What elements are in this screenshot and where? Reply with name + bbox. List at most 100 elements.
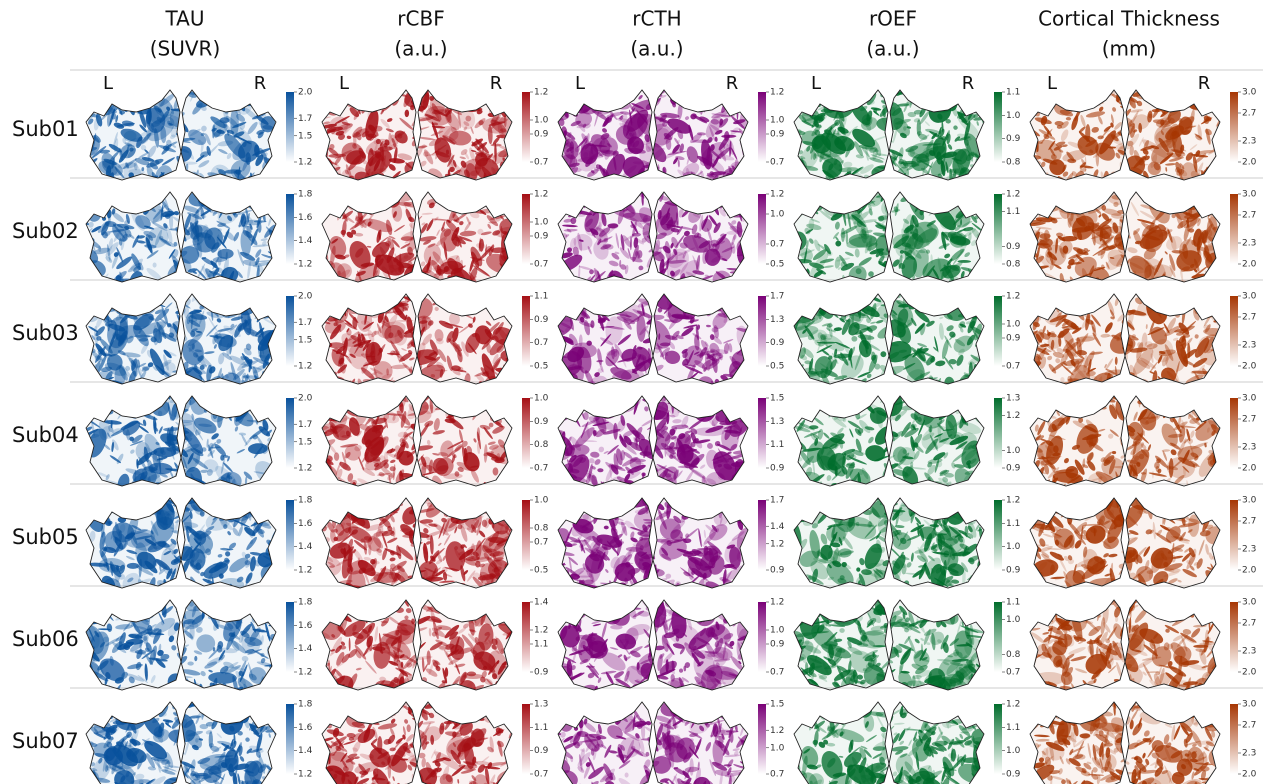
colorbar-tick-label: 1.2 <box>1006 190 1020 200</box>
colorbar-tick-label: 1.0 <box>1006 746 1021 756</box>
colorbar <box>286 704 294 774</box>
colorbar <box>994 602 1002 672</box>
flatmap <box>410 485 519 593</box>
colorbar <box>286 500 294 570</box>
colorbar-tick-label: 1.3 <box>534 700 548 710</box>
colorbar-tick-label: 2.3 <box>1242 341 1256 351</box>
colorbar-tick-label: 1.2 <box>298 158 312 168</box>
colorbar-tick-label: 0.9 <box>1006 334 1021 344</box>
flatmap <box>547 83 668 191</box>
colorbar-tick-label: 3.0 <box>1242 394 1257 404</box>
colorbar-tick-label: 0.9 <box>1006 464 1021 474</box>
colorbar-tick-label: 1.2 <box>298 566 312 576</box>
colorbar-tick-label: 1.8 <box>298 496 313 506</box>
colorbar-tick-label: 1.0 <box>1006 446 1021 456</box>
colorbar-tick-label: 0.9 <box>534 668 549 678</box>
colorbar-tick-label: 1.0 <box>534 218 549 228</box>
colorbar <box>286 194 294 264</box>
colorbar <box>286 296 294 366</box>
flatmap <box>410 189 523 298</box>
colorbar <box>758 602 766 672</box>
colorbar-tick-label: 1.1 <box>1006 723 1020 733</box>
colorbar <box>286 602 294 672</box>
flatmap <box>405 283 521 392</box>
colorbar-tick-label: 2.7 <box>1242 619 1256 629</box>
colorbar <box>1230 92 1238 162</box>
colorbar <box>522 500 530 570</box>
colorbar-tick-label: 1.7 <box>770 292 784 302</box>
flatmap <box>1014 286 1142 400</box>
subject-label: Sub03 <box>12 321 79 345</box>
hemisphere-label: R <box>726 73 739 94</box>
colorbar-tick-label: 0.7 <box>534 464 548 474</box>
flatmap <box>313 285 424 393</box>
flatmap <box>81 491 188 598</box>
colorbar-tick-label: 2.7 <box>1242 211 1256 221</box>
subject-label: Sub05 <box>12 525 79 549</box>
colorbar-tick-label: 1.1 <box>534 723 548 733</box>
hemisphere-label: L <box>575 73 585 94</box>
colorbar-tick-label: 1.0 <box>770 626 785 636</box>
colorbar-tick-label: 0.8 <box>534 440 549 450</box>
colorbar-tick-label: 0.9 <box>1006 242 1021 252</box>
colorbar <box>1230 704 1238 774</box>
colorbar-tick-label: 2.0 <box>1242 770 1257 780</box>
colorbar-tick-label: 1.6 <box>298 621 313 631</box>
colorbar-tick-label: 2.7 <box>1242 313 1256 323</box>
hemisphere-label: L <box>339 73 349 94</box>
flatmap <box>412 593 526 701</box>
flatmap <box>555 186 664 289</box>
colorbar <box>1230 296 1238 366</box>
colorbar-tick-label: 1.0 <box>770 210 785 220</box>
colorbar-tick-label: 1.2 <box>1006 411 1020 421</box>
colorbar-tick-label: 1.2 <box>770 539 784 549</box>
colorbar <box>994 500 1002 570</box>
flatmap <box>310 490 425 604</box>
column-title: TAU <box>165 7 205 31</box>
flatmap <box>173 285 286 400</box>
colorbar-tick-label: 1.8 <box>298 700 313 710</box>
colorbar-tick-label: 1.6 <box>298 723 313 733</box>
flatmap <box>409 79 527 188</box>
colorbar <box>522 704 530 774</box>
colorbar-tick-label: 0.7 <box>534 158 548 168</box>
colorbar-tick-label: 1.5 <box>298 335 312 345</box>
flatmap <box>314 585 423 705</box>
colorbar-tick-label: 1.0 <box>1006 320 1021 330</box>
colorbar-tick-label: 0.9 <box>770 566 785 576</box>
colorbar-tick-label: 1.2 <box>770 190 784 200</box>
colorbar <box>286 398 294 468</box>
flatmap <box>1117 698 1234 784</box>
flatmap <box>175 383 282 496</box>
subject-label: Sub07 <box>12 729 79 753</box>
colorbar-tick-label: 1.2 <box>770 598 784 608</box>
colorbar-tick-label: 2.0 <box>298 394 313 404</box>
colorbar-tick-label: 1.0 <box>1006 542 1021 552</box>
colorbar-tick-label: 1.7 <box>770 496 784 506</box>
colorbar-tick-label: 0.7 <box>534 538 548 548</box>
flatmap <box>547 692 660 784</box>
colorbar-tick-label: 1.0 <box>1006 111 1021 121</box>
colorbar-tick-label: 2.7 <box>1242 721 1256 731</box>
flatmap <box>641 386 755 491</box>
colorbar-tick-label: 2.3 <box>1242 647 1256 657</box>
colorbar-tick-label: 0.9 <box>770 640 785 650</box>
colorbar-tick-label: 0.7 <box>1006 362 1020 372</box>
colorbar-tick-label: 1.4 <box>298 542 313 552</box>
colorbar-tick-label: 0.5 <box>770 362 784 372</box>
colorbar-tick-label: 0.7 <box>534 770 548 780</box>
colorbar-tick-label: 1.1 <box>534 640 548 650</box>
flatmap <box>873 489 991 593</box>
subject-label: Sub01 <box>12 117 79 141</box>
flatmap <box>75 182 188 291</box>
colorbar-tick-label: 1.5 <box>770 394 784 404</box>
colorbar-tick-label: 1.1 <box>534 292 548 302</box>
colorbar-tick-label: 2.3 <box>1242 443 1256 453</box>
column-unit: (mm) <box>1102 37 1157 61</box>
colorbar-tick-label: 0.7 <box>534 338 548 348</box>
flatmap <box>645 80 756 189</box>
colorbar <box>522 296 530 366</box>
colorbar <box>758 92 766 162</box>
colorbar-tick-label: 1.0 <box>534 394 549 404</box>
colorbar <box>522 194 530 264</box>
